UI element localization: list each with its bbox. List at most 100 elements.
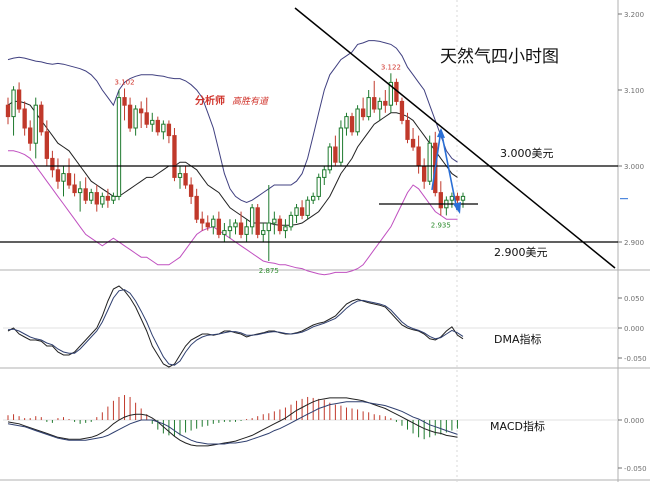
candle xyxy=(72,173,77,197)
candle xyxy=(55,158,61,189)
candle-body xyxy=(316,176,321,197)
candle xyxy=(327,143,332,174)
macd-layer xyxy=(3,395,618,447)
candle-body xyxy=(410,138,416,148)
bollinger-layer xyxy=(7,40,458,276)
candle xyxy=(377,97,382,121)
candle-body xyxy=(44,131,50,159)
candle-body xyxy=(155,119,160,133)
candle xyxy=(355,105,360,136)
candle xyxy=(311,192,316,204)
candle xyxy=(122,88,127,121)
candle xyxy=(144,97,149,128)
chart-title: 天然气四小时图 xyxy=(440,47,559,67)
candle xyxy=(161,120,166,140)
tick-label-dma: -0.050 xyxy=(624,355,647,363)
candle xyxy=(333,135,338,166)
forecast-arrow-head xyxy=(453,202,461,214)
candle xyxy=(11,86,16,136)
candle xyxy=(216,211,222,239)
candle-body xyxy=(427,142,432,182)
tick-label-price: 3.200 xyxy=(624,11,644,19)
candle xyxy=(405,112,410,144)
labels-layer: 天然气四小时图 分析师 高胜有道 3.000美元 2.900美元 DMA指标 M… xyxy=(195,47,559,433)
candle xyxy=(410,128,416,151)
candle-body xyxy=(261,230,266,235)
candle-body xyxy=(133,108,138,129)
candle-body xyxy=(460,195,466,201)
candle xyxy=(200,211,205,231)
candle-body xyxy=(28,127,33,144)
candle xyxy=(288,211,294,231)
candle xyxy=(399,97,405,125)
candle-body xyxy=(222,230,227,235)
candle-body xyxy=(383,100,388,106)
candle-body xyxy=(161,123,166,133)
signature-text: 高胜有道 xyxy=(232,96,270,107)
candle xyxy=(116,90,122,201)
dma-panel-label: DMA指标 xyxy=(494,332,542,346)
candle xyxy=(360,97,366,121)
candle-body xyxy=(177,173,183,178)
tick-label-dma: 0.000 xyxy=(624,325,644,333)
candle-body xyxy=(61,173,66,182)
levels-layer: 3.102 3.122 2.875 2.935 xyxy=(0,7,618,275)
bollinger-lower-line xyxy=(8,150,458,276)
candle xyxy=(111,192,116,204)
candle-body xyxy=(416,146,421,167)
candle-body xyxy=(100,195,105,205)
candle xyxy=(150,112,155,132)
candle xyxy=(294,204,299,223)
candle-body xyxy=(327,146,332,171)
candle-body xyxy=(294,207,299,216)
candle-body xyxy=(211,218,216,228)
candle-body xyxy=(172,135,177,178)
candle-body xyxy=(311,195,316,201)
candle xyxy=(372,80,377,113)
candle-body xyxy=(111,195,116,201)
candle xyxy=(133,105,138,136)
tick-label-macd: -0.050 xyxy=(624,465,647,473)
candle-body xyxy=(449,195,455,201)
candle-body xyxy=(50,157,55,171)
candle xyxy=(166,120,172,144)
candle-body xyxy=(55,169,61,182)
candle-body xyxy=(438,192,443,209)
candle xyxy=(177,166,183,189)
candle xyxy=(194,188,199,223)
candle-body xyxy=(405,119,410,140)
candle xyxy=(77,181,83,212)
tick-label-price: 2.900 xyxy=(624,239,644,247)
candle-body xyxy=(127,104,133,129)
candle xyxy=(244,219,249,242)
candle-body xyxy=(89,192,94,201)
candle-body xyxy=(122,97,127,106)
candle-body xyxy=(11,89,16,118)
candle xyxy=(344,112,349,136)
price-annotation: 2.875 xyxy=(259,267,279,275)
candle-body xyxy=(105,195,111,201)
candle-body xyxy=(283,226,288,232)
candle xyxy=(366,90,371,121)
candle-body xyxy=(249,207,255,228)
candle-body xyxy=(188,184,194,197)
candle-body xyxy=(399,100,405,121)
candle xyxy=(272,211,277,235)
candle-body xyxy=(200,218,205,224)
candle xyxy=(233,219,238,235)
candle-body xyxy=(266,222,271,232)
candle-body xyxy=(244,226,249,235)
candle-body xyxy=(5,104,11,118)
candle-body xyxy=(22,108,27,129)
candle-body xyxy=(83,188,88,201)
candle xyxy=(238,211,244,239)
candle xyxy=(460,192,466,208)
tick-label-price: 3.100 xyxy=(624,87,644,95)
hline-label-2900: 2.900美元 xyxy=(494,246,548,259)
candle xyxy=(127,97,133,132)
dma-line xyxy=(7,285,464,368)
macd-panel-label: MACD指标 xyxy=(490,419,545,433)
